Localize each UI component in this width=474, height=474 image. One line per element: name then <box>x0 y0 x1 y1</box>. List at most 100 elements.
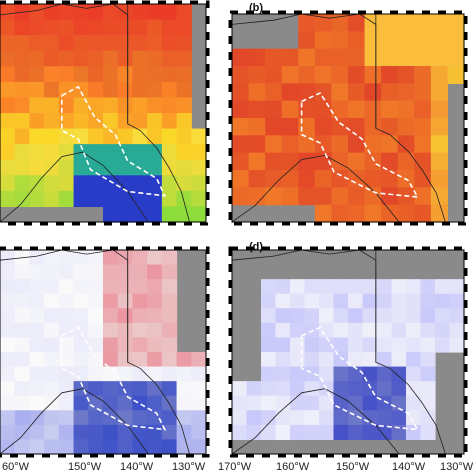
data-cell <box>161 279 178 295</box>
data-cell <box>364 170 382 188</box>
data-cell <box>381 48 399 67</box>
data-cell <box>430 14 449 32</box>
data-cell <box>29 352 45 368</box>
data-cell <box>381 100 399 119</box>
data-cell <box>29 308 45 324</box>
data-cell <box>132 264 148 280</box>
data-cell <box>281 135 299 154</box>
coastline <box>0 249 191 455</box>
data-cell <box>0 66 16 83</box>
data-cell <box>117 366 134 382</box>
data-cell <box>275 322 291 339</box>
data-cell <box>304 293 320 309</box>
data-cell <box>44 279 60 295</box>
data-cell <box>298 170 316 188</box>
data-cell <box>88 66 104 83</box>
map-panel-d <box>228 246 468 458</box>
data-cell <box>103 97 119 114</box>
panel-tick-border <box>0 0 210 226</box>
data-cell <box>348 293 364 309</box>
tick-label: 130°W <box>440 461 474 473</box>
data-cell <box>377 410 393 426</box>
data-cell <box>132 250 148 266</box>
data-cell <box>281 187 299 206</box>
data-cell <box>58 381 75 397</box>
data-cell <box>132 66 148 83</box>
data-cell <box>0 175 16 192</box>
data-cell <box>348 170 366 188</box>
data-cell <box>331 48 349 67</box>
data-cell <box>14 66 31 83</box>
data-cell <box>319 424 335 441</box>
data-cell <box>447 66 465 84</box>
data-cell <box>58 97 75 114</box>
x-axis-ticks-left: 60°W 150°W 140°W 130°W <box>2 461 206 473</box>
data-cell <box>314 204 333 223</box>
data-cell <box>319 308 335 324</box>
study-region-outline <box>60 326 167 431</box>
data-cell <box>314 187 333 206</box>
map-panel-b <box>228 10 468 226</box>
data-cell <box>58 322 75 339</box>
data-cell <box>44 19 60 36</box>
data-cell <box>44 81 60 99</box>
data-cell <box>73 190 89 208</box>
data-cell <box>420 381 436 397</box>
data-cell <box>176 381 192 397</box>
data-cell <box>103 381 119 397</box>
data-cell <box>29 439 45 455</box>
data-cell <box>298 31 316 50</box>
data-cell <box>117 66 134 83</box>
data-cell <box>348 135 366 154</box>
data-cell <box>232 83 250 102</box>
data-cell <box>88 175 104 192</box>
data-cell <box>88 322 104 339</box>
data-cell <box>132 366 148 382</box>
data-cell <box>44 128 60 145</box>
data-cell <box>147 337 163 353</box>
data-cell <box>298 66 316 84</box>
data-cell <box>29 279 45 295</box>
data-cell <box>362 322 378 339</box>
data-cell <box>381 14 399 32</box>
data-cell <box>331 187 349 206</box>
data-cell <box>176 97 192 114</box>
data-cell <box>391 293 407 309</box>
data-cell <box>331 100 349 119</box>
data-cell <box>261 410 277 426</box>
data-cell <box>265 118 283 136</box>
data-cell <box>430 31 449 50</box>
data-cell <box>161 35 178 52</box>
data-cell <box>176 439 192 455</box>
data-cell <box>147 395 163 411</box>
data-cell <box>103 206 119 223</box>
data-cell <box>58 159 75 176</box>
data-cell <box>362 337 378 353</box>
data-cell <box>406 395 422 411</box>
data-cell <box>117 250 134 266</box>
data-cell <box>29 35 45 52</box>
data-cell <box>0 322 16 339</box>
data-cell <box>132 128 148 145</box>
map-panel-c <box>0 246 210 458</box>
data-cell <box>449 293 465 309</box>
data-cell <box>161 190 178 208</box>
data-cell <box>73 128 89 145</box>
data-cell <box>14 381 31 397</box>
data-cell <box>414 31 432 50</box>
data-cell <box>333 308 349 324</box>
data-cell <box>132 206 148 223</box>
data-cell <box>348 337 364 353</box>
data-cell <box>117 264 134 280</box>
data-cell <box>132 352 148 368</box>
data-cell <box>44 175 60 192</box>
data-cell <box>161 293 178 309</box>
data-cell <box>73 35 89 52</box>
data-cell <box>397 66 415 84</box>
data-cell <box>14 175 31 192</box>
data-cell <box>232 424 248 441</box>
data-cell <box>406 424 422 441</box>
data-cell <box>176 366 192 382</box>
data-cell <box>397 204 415 223</box>
data-cell <box>88 250 104 266</box>
